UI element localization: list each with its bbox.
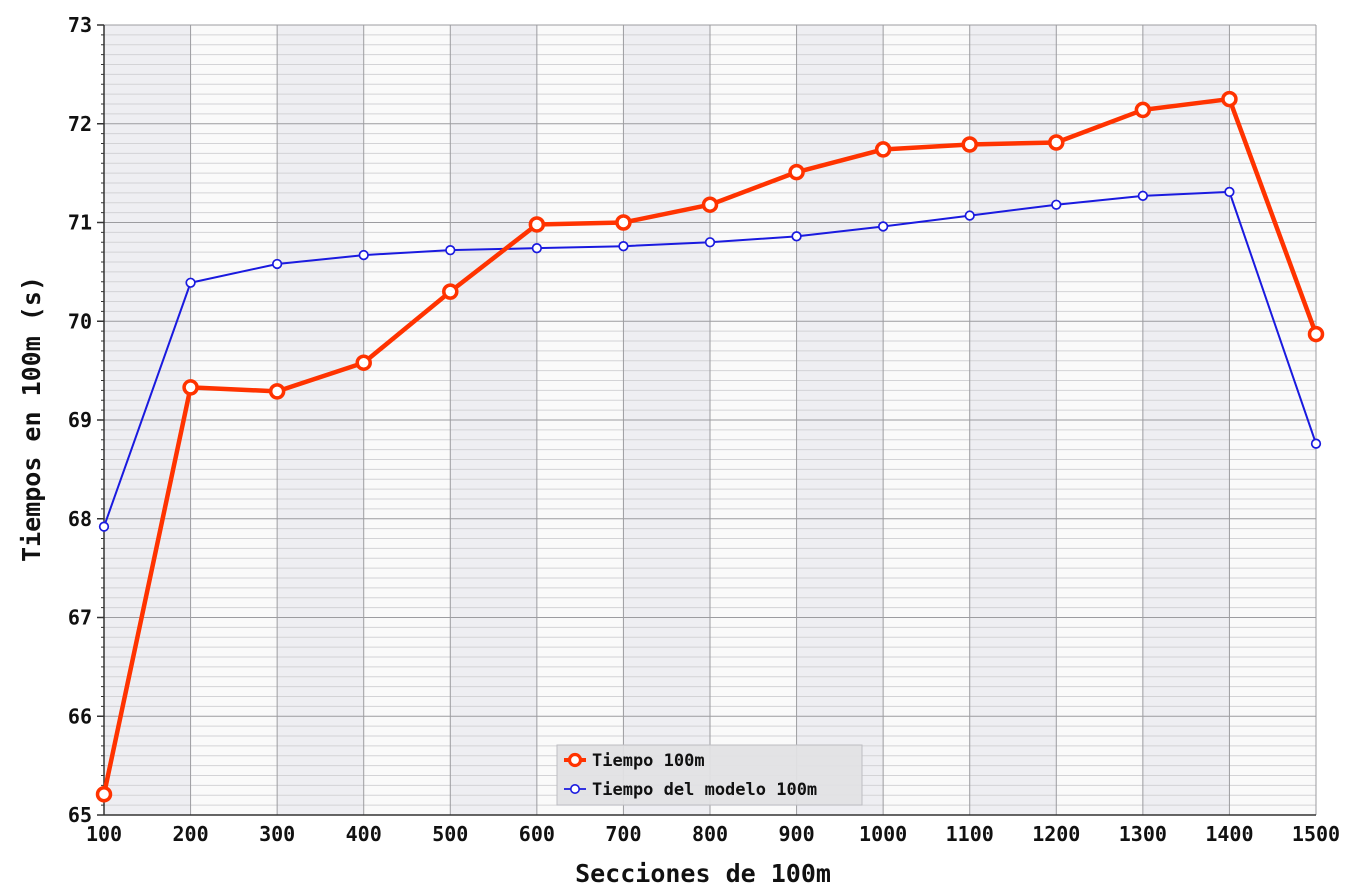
data-point: [615, 214, 632, 231]
data-point: [182, 379, 199, 396]
data-point: [1310, 438, 1322, 449]
x-tick-label: 500: [432, 822, 468, 846]
y-tick-label: 69: [68, 408, 92, 432]
x-axis-title: Secciones de 100m: [575, 859, 831, 888]
data-point: [1137, 190, 1149, 201]
x-tick-label: 200: [173, 822, 209, 846]
data-point: [1048, 134, 1065, 151]
data-point: [1134, 101, 1152, 119]
x-tick-label: 400: [346, 822, 382, 846]
y-tick-label: 71: [68, 211, 92, 235]
legend-label-0: Tiempo 100m: [592, 751, 705, 771]
data-point: [271, 258, 283, 270]
data-point: [874, 141, 892, 158]
data-point: [268, 383, 286, 400]
y-tick-label: 73: [68, 13, 92, 37]
data-point: [1221, 90, 1238, 108]
data-point: [445, 244, 456, 256]
legend: Tiempo 100m Tiempo del modelo 100m: [556, 744, 863, 806]
legend-swatch-marker-1: [569, 783, 580, 794]
y-tick-label: 66: [68, 704, 92, 728]
x-tick-label: 1000: [859, 822, 907, 846]
y-tick-label: 70: [68, 309, 92, 333]
data-point: [528, 216, 546, 233]
data-point: [961, 136, 978, 153]
data-point: [185, 277, 196, 288]
data-point: [358, 249, 369, 261]
y-axis-title: Tiempos en 100m (s): [17, 276, 46, 562]
series-0: [95, 90, 1325, 803]
data-point: [98, 521, 110, 532]
y-tick-label: 65: [68, 803, 92, 827]
x-tick-label: 900: [779, 822, 815, 846]
data-point: [1224, 186, 1235, 198]
series-1: [98, 186, 1322, 532]
data-point: [355, 354, 372, 371]
data-point: [791, 231, 802, 242]
y-tick-label: 67: [68, 606, 92, 630]
x-tick-label: 1100: [946, 822, 994, 846]
data-point: [531, 243, 543, 254]
x-tick-label: 1300: [1119, 822, 1167, 846]
data-point: [1051, 199, 1062, 210]
data-point: [618, 241, 629, 252]
x-tick-label: 100: [86, 822, 122, 846]
x-tick-label: 800: [692, 822, 728, 846]
x-tick-label: 300: [259, 822, 295, 846]
x-tick-label: 1500: [1292, 822, 1340, 846]
y-tick-labels: 65 66 67 68 69 70 71 72 73: [68, 13, 92, 827]
data-point: [877, 221, 889, 232]
legend-swatch-marker-0: [567, 752, 583, 768]
data-point: [442, 283, 459, 300]
data-point: [964, 210, 975, 221]
legend-label-1: Tiempo del modelo 100m: [592, 780, 817, 800]
y-tick-label: 72: [68, 112, 92, 136]
data-point: [95, 786, 113, 803]
data-point: [704, 237, 716, 248]
x-tick-label: 1400: [1205, 822, 1253, 846]
x-tick-labels: 100 200 300 400 500 600 700 800 900 1000 1100 1200 1…: [86, 822, 1340, 846]
axes: [97, 24, 1316, 816]
x-tick-label: 700: [605, 822, 641, 846]
x-tick-label: 1200: [1032, 822, 1080, 846]
legend-box: [556, 744, 863, 806]
data-point: [1307, 325, 1325, 343]
data-point: [788, 163, 805, 181]
y-tick-label: 68: [68, 507, 92, 531]
x-tick-label: 600: [519, 822, 555, 846]
data-point: [701, 196, 719, 213]
series-layer: [95, 90, 1325, 803]
